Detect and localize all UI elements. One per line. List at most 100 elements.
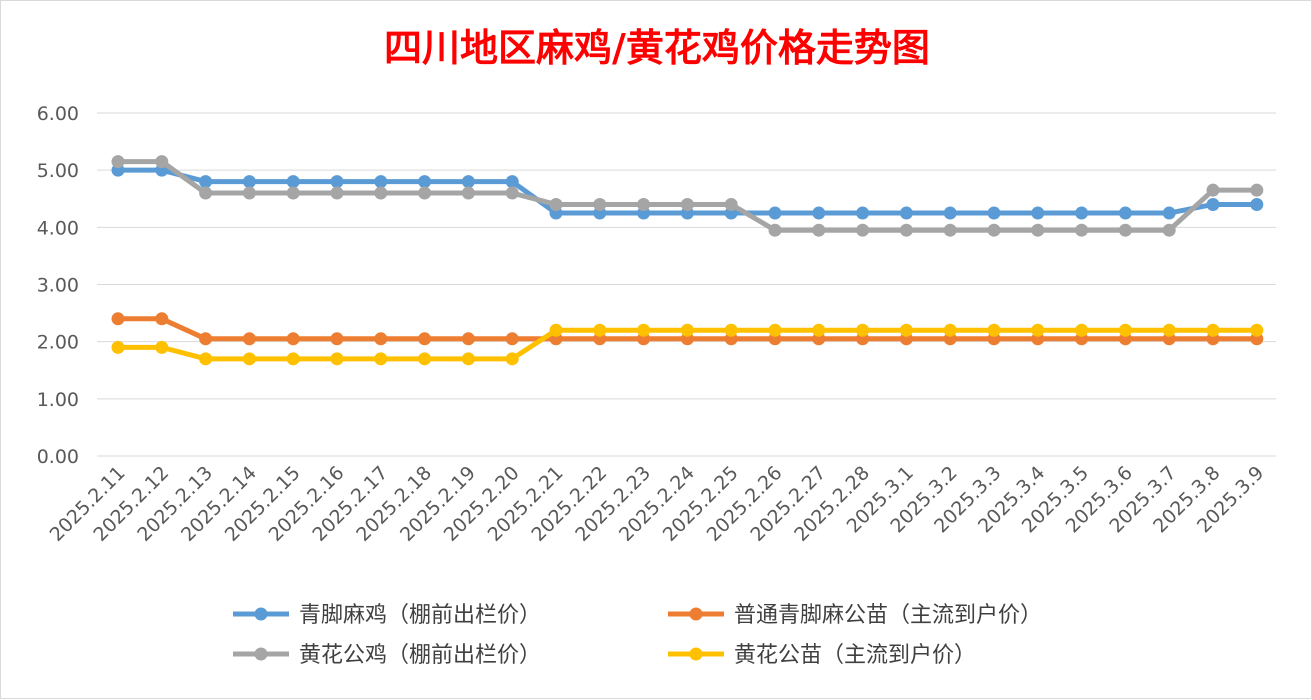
data-point xyxy=(724,197,738,211)
data-point xyxy=(374,175,388,189)
data-point xyxy=(418,332,432,346)
data-point xyxy=(1206,197,1220,211)
data-point xyxy=(637,323,651,337)
data-point xyxy=(242,352,256,366)
data-point xyxy=(987,223,1001,237)
data-point xyxy=(680,323,694,337)
data-point xyxy=(418,352,432,366)
y-tick-label: 1.00 xyxy=(37,389,79,411)
data-point xyxy=(242,332,256,346)
data-point xyxy=(461,186,475,200)
y-tick-label: 6.00 xyxy=(37,103,79,125)
data-point xyxy=(242,186,256,200)
series-3 xyxy=(111,155,1264,237)
data-point xyxy=(461,175,475,189)
data-point xyxy=(1250,197,1264,211)
data-point xyxy=(1031,323,1045,337)
data-point xyxy=(1250,183,1264,197)
data-point xyxy=(1075,223,1089,237)
data-point xyxy=(899,323,913,337)
data-point xyxy=(724,323,738,337)
data-point xyxy=(899,206,913,220)
y-axis-ticks: 0.00 1.00 2.00 3.00 4.00 5.00 6.00 xyxy=(37,103,79,468)
data-point xyxy=(199,352,213,366)
data-point xyxy=(768,323,782,337)
data-point xyxy=(111,312,125,326)
data-point xyxy=(330,175,344,189)
y-tick-label: 4.00 xyxy=(37,217,79,239)
legend: 青脚麻鸡（棚前出栏价） 普通青脚麻公苗（主流到户价） 黄花公鸡（棚前出栏价） 黄花公苗… xyxy=(233,603,1042,668)
data-point xyxy=(1162,206,1176,220)
data-point xyxy=(1250,323,1264,337)
data-point xyxy=(987,323,1001,337)
data-point xyxy=(1206,323,1220,337)
legend-entry: 黄花公苗（主流到户价） xyxy=(668,643,976,668)
legend-entry: 普通青脚麻公苗（主流到户价） xyxy=(668,603,1042,628)
data-point xyxy=(1118,206,1132,220)
data-point xyxy=(461,332,475,346)
data-point xyxy=(987,206,1001,220)
gridlines xyxy=(97,112,1276,457)
data-point xyxy=(812,206,826,220)
y-tick-label: 3.00 xyxy=(37,275,79,297)
data-point xyxy=(1206,183,1220,197)
data-point xyxy=(155,312,169,326)
data-point xyxy=(943,323,957,337)
data-point xyxy=(330,186,344,200)
legend-label: 黄花公苗（主流到户价） xyxy=(734,643,976,668)
legend-entry: 青脚麻鸡（棚前出栏价） xyxy=(233,603,541,628)
data-point xyxy=(505,332,519,346)
data-point xyxy=(505,175,519,189)
data-point xyxy=(680,197,694,211)
data-point xyxy=(768,223,782,237)
data-point xyxy=(286,186,300,200)
data-point xyxy=(111,340,125,354)
data-point xyxy=(943,223,957,237)
data-point xyxy=(111,155,125,169)
data-point xyxy=(768,206,782,220)
data-point xyxy=(856,323,870,337)
data-point xyxy=(330,352,344,366)
data-point xyxy=(1075,206,1089,220)
data-point xyxy=(899,223,913,237)
data-point xyxy=(1118,323,1132,337)
legend-label: 普通青脚麻公苗（主流到户价） xyxy=(734,603,1042,628)
series-4 xyxy=(111,323,1264,366)
data-point xyxy=(1162,323,1176,337)
data-point xyxy=(286,352,300,366)
data-point xyxy=(856,206,870,220)
data-point xyxy=(374,186,388,200)
data-point xyxy=(330,332,344,346)
data-point xyxy=(812,223,826,237)
data-point xyxy=(1075,323,1089,337)
legend-marker xyxy=(254,647,268,661)
data-point xyxy=(505,186,519,200)
data-point xyxy=(199,175,213,189)
data-point xyxy=(1118,223,1132,237)
legend-entry: 黄花公鸡（棚前出栏价） xyxy=(233,643,541,668)
x-axis-ticks: 2025.2.112025.2.122025.2.132025.2.142025… xyxy=(46,462,1269,546)
data-point xyxy=(199,186,213,200)
series-lines xyxy=(111,155,1264,366)
legend-label: 青脚麻鸡（棚前出栏价） xyxy=(299,603,541,628)
chart-title: 四川地区麻鸡/黄花鸡价格走势图 xyxy=(384,25,930,70)
data-point xyxy=(199,332,213,346)
data-point xyxy=(505,352,519,366)
data-point xyxy=(242,175,256,189)
data-point xyxy=(593,197,607,211)
legend-label: 黄花公鸡（棚前出栏价） xyxy=(299,643,541,668)
data-point xyxy=(812,323,826,337)
data-point xyxy=(637,197,651,211)
legend-marker xyxy=(689,607,703,621)
series-1 xyxy=(111,163,1264,220)
y-tick-label: 2.00 xyxy=(37,332,79,354)
data-point xyxy=(1031,223,1045,237)
data-point xyxy=(286,175,300,189)
data-point xyxy=(418,186,432,200)
data-point xyxy=(593,323,607,337)
data-point xyxy=(1031,206,1045,220)
data-point xyxy=(418,175,432,189)
data-point xyxy=(549,323,563,337)
